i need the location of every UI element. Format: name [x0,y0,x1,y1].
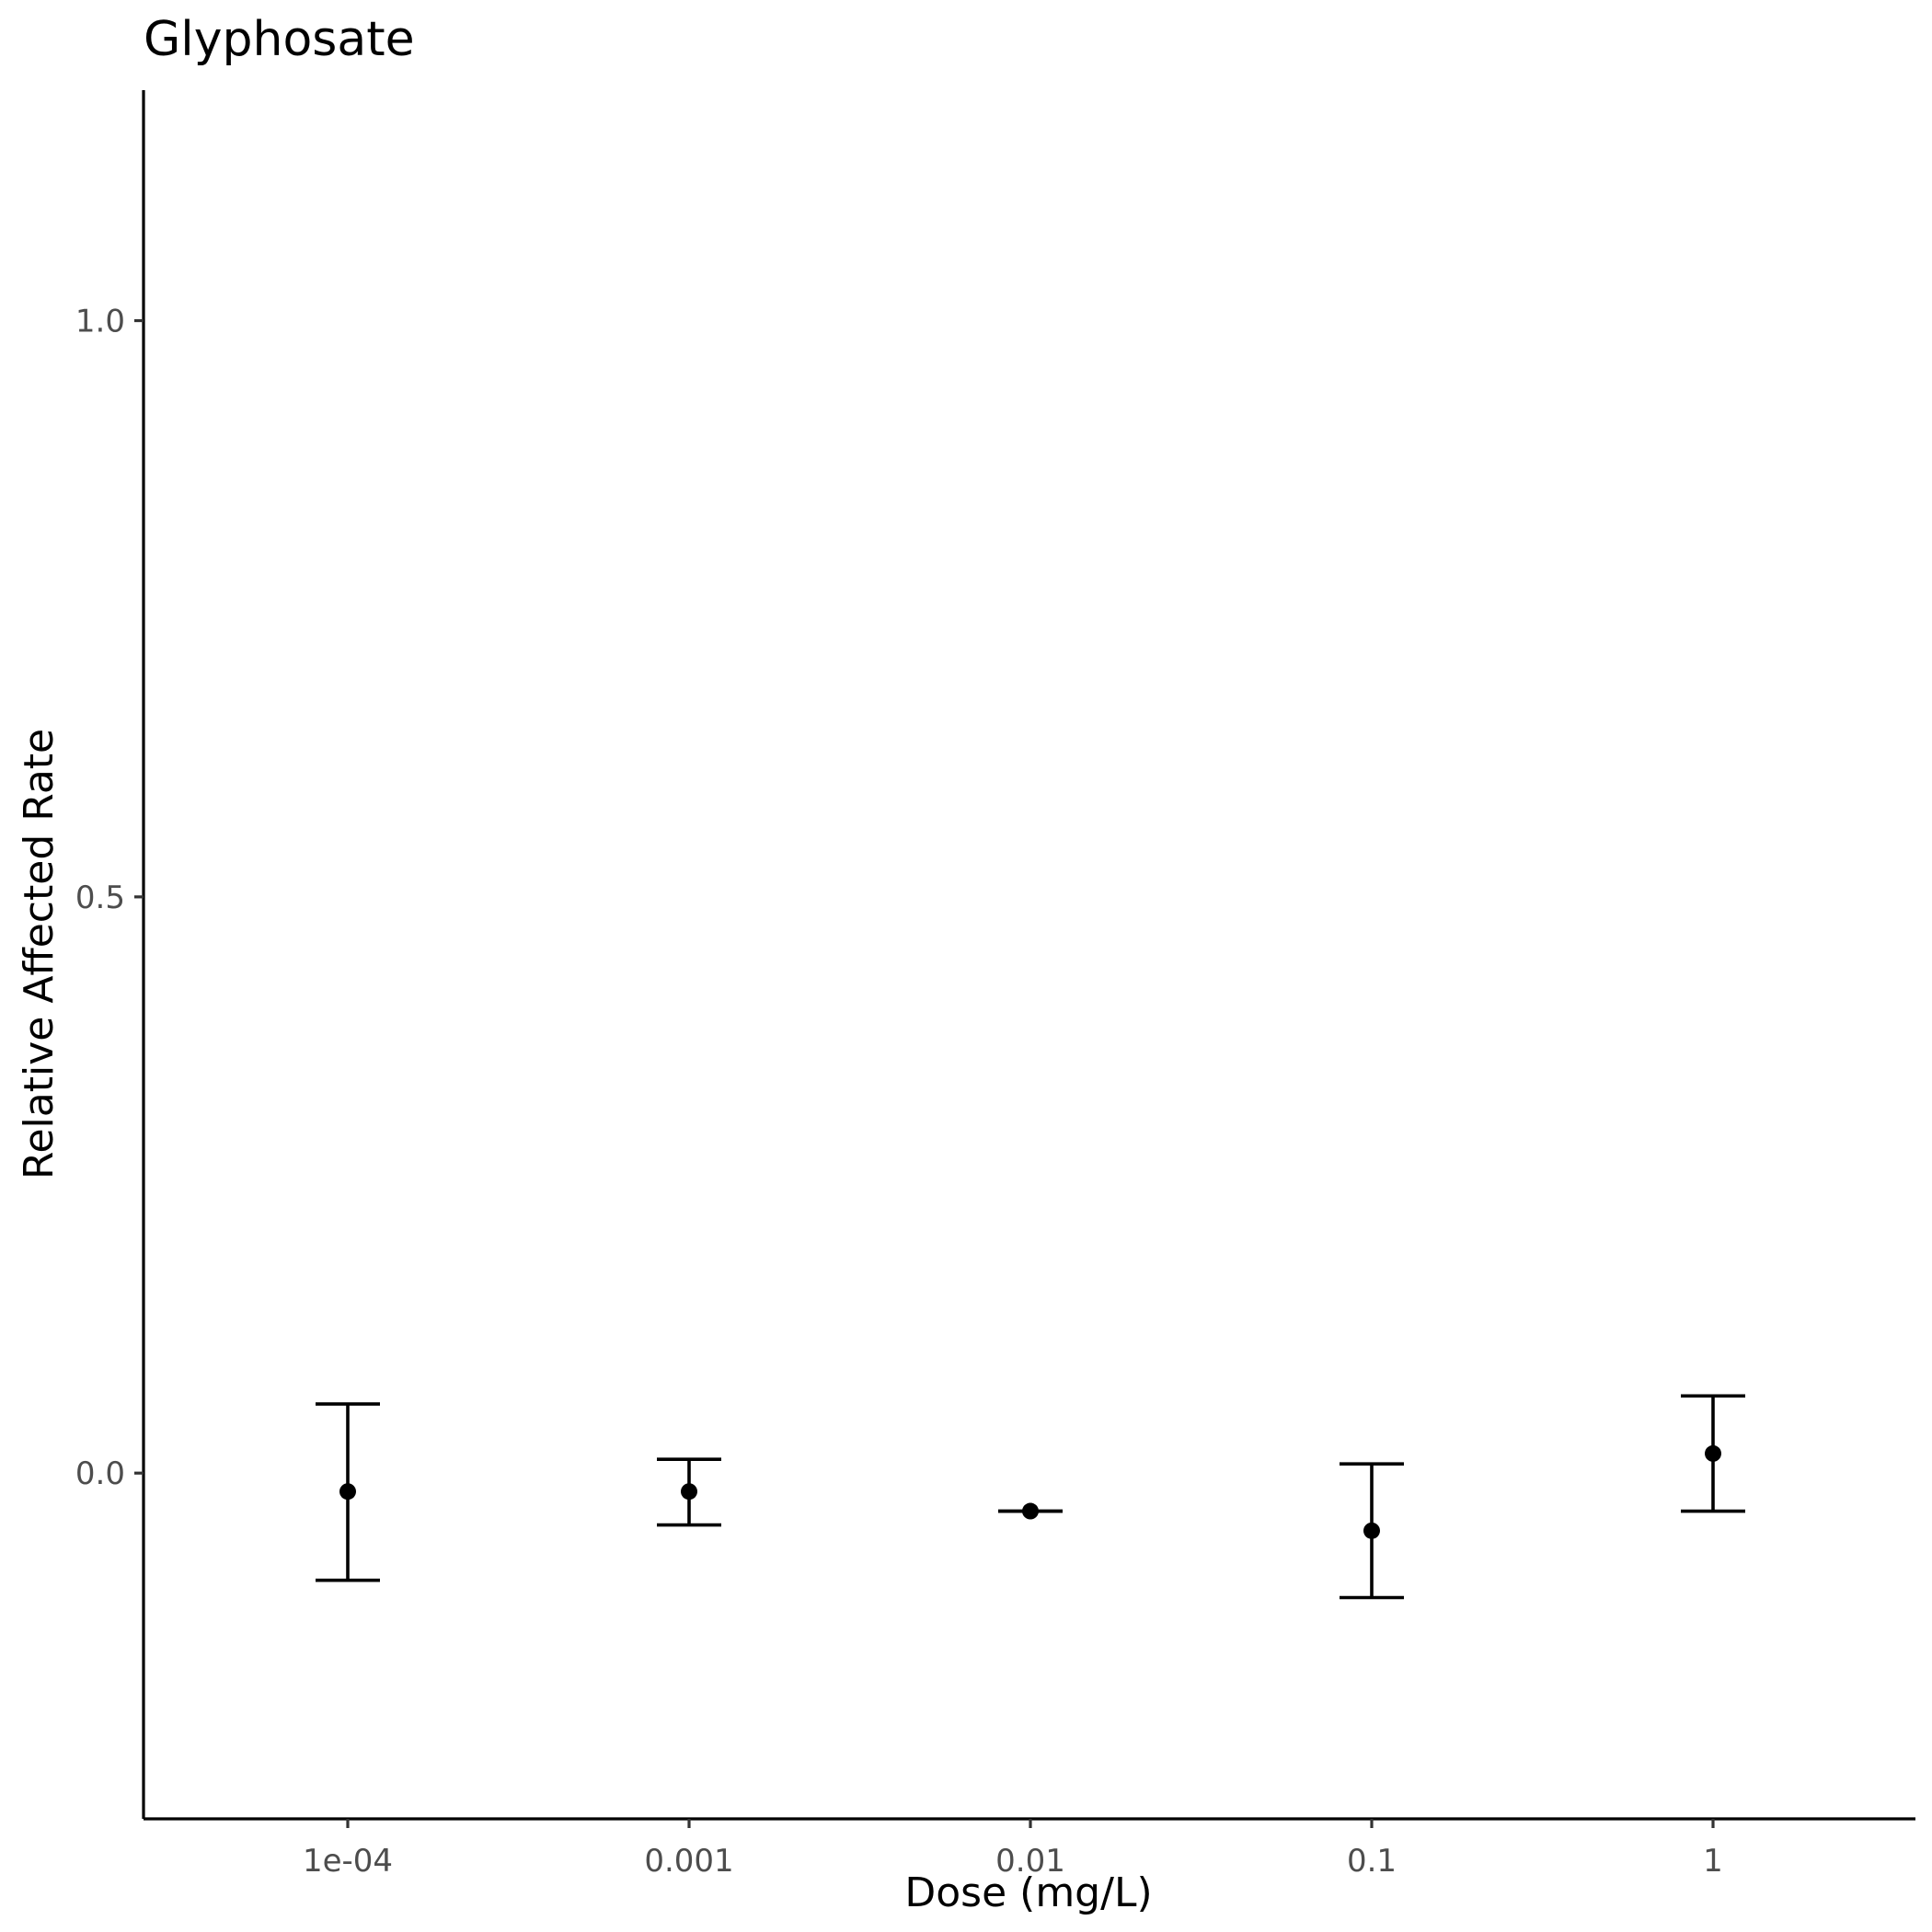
errorbar-group [1681,1394,1745,1513]
x-tick-label: 0.01 [995,1843,1065,1880]
chart-title: Glyphosate [144,12,415,67]
y-tick-label: 0.0 [75,1455,125,1492]
data-marks [316,1394,1745,1600]
errorbar-group [657,1457,721,1527]
data-point [1705,1444,1721,1462]
x-axis-title: Dose (mg/L) [904,1869,1152,1916]
axes [142,90,1915,1821]
data-point [1022,1502,1039,1520]
data-point [339,1483,356,1501]
x-axis-ticks: 1e-04 0.001 0.01 0.1 1 [303,1819,1723,1880]
y-axis-title: Relative Affected Rate [16,729,63,1179]
y-tick-label: 0.5 [75,880,125,916]
x-tick-label: 0.1 [1347,1843,1397,1880]
y-tick-label: 1.0 [75,304,125,340]
data-point [1363,1522,1380,1539]
data-point [681,1483,697,1501]
x-tick-label: 1e-04 [303,1843,393,1880]
y-axis-ticks: 0.0 0.5 1.0 [75,304,144,1492]
x-tick-label: 0.001 [644,1843,733,1880]
errorbar-group [998,1502,1063,1520]
errorbar-group [1340,1462,1404,1600]
x-tick-label: 1 [1703,1843,1723,1880]
errorbar-group [316,1402,380,1582]
